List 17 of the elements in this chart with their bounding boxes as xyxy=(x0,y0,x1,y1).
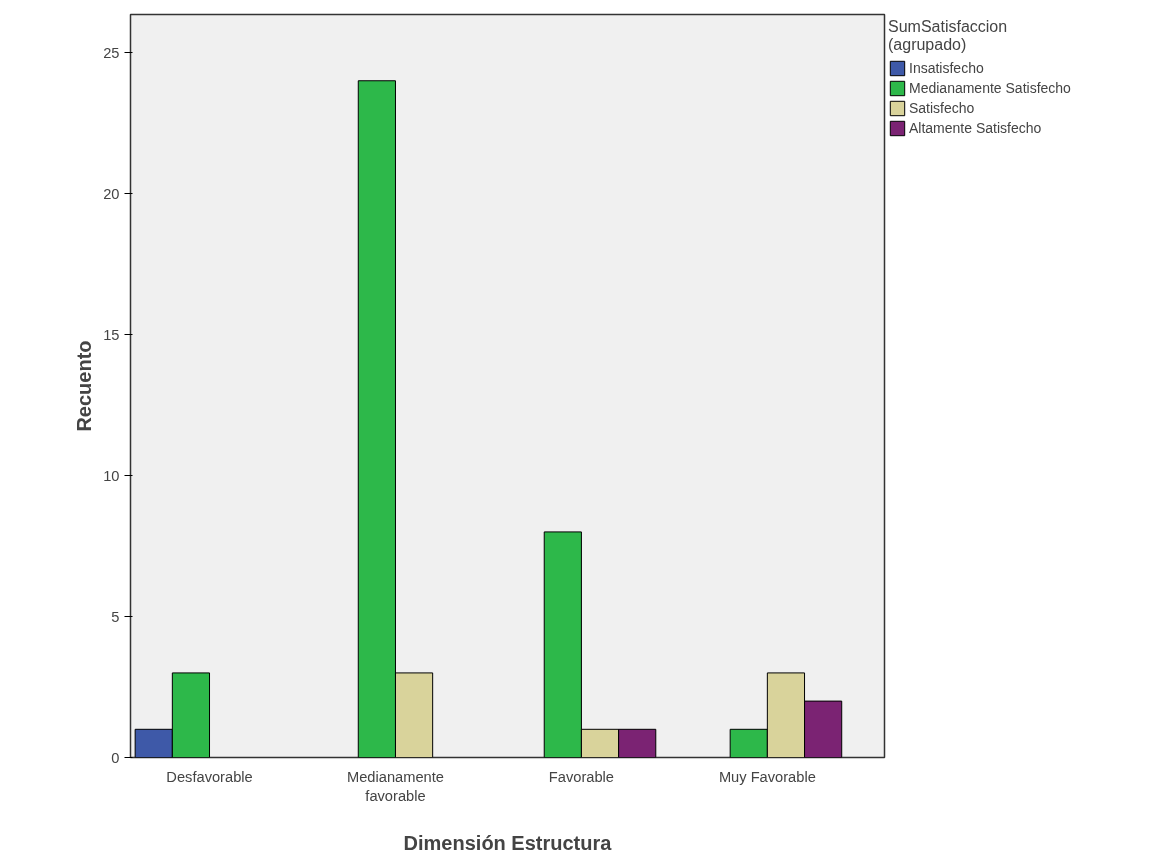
y-tick-label: 25 xyxy=(103,44,120,61)
legend-label: Satisfecho xyxy=(909,100,975,116)
legend-label: Medianamente Satisfecho xyxy=(909,80,1071,96)
y-tick-label: 0 xyxy=(111,749,120,766)
x-tick-label: Medianamente favorable xyxy=(346,768,444,804)
y-tick-label: 15 xyxy=(103,326,120,343)
x-axis-title: Dimensión Estructura xyxy=(403,831,613,854)
y-axis-title: Recuento xyxy=(73,340,96,432)
x-tick-label: Muy Favorable xyxy=(718,768,816,785)
x-tick-label: Favorable xyxy=(548,768,615,785)
x-tick-label: Desfavorable xyxy=(166,768,253,785)
legend-title: SumSatisfaccion (agrupado) xyxy=(888,18,1009,54)
y-tick-label: 20 xyxy=(103,185,120,202)
legend-label: Insatisfecho xyxy=(909,60,984,76)
y-tick-label: 5 xyxy=(111,608,120,625)
legend-label: Altamente Satisfecho xyxy=(909,120,1042,136)
y-tick-label: 10 xyxy=(103,467,120,484)
